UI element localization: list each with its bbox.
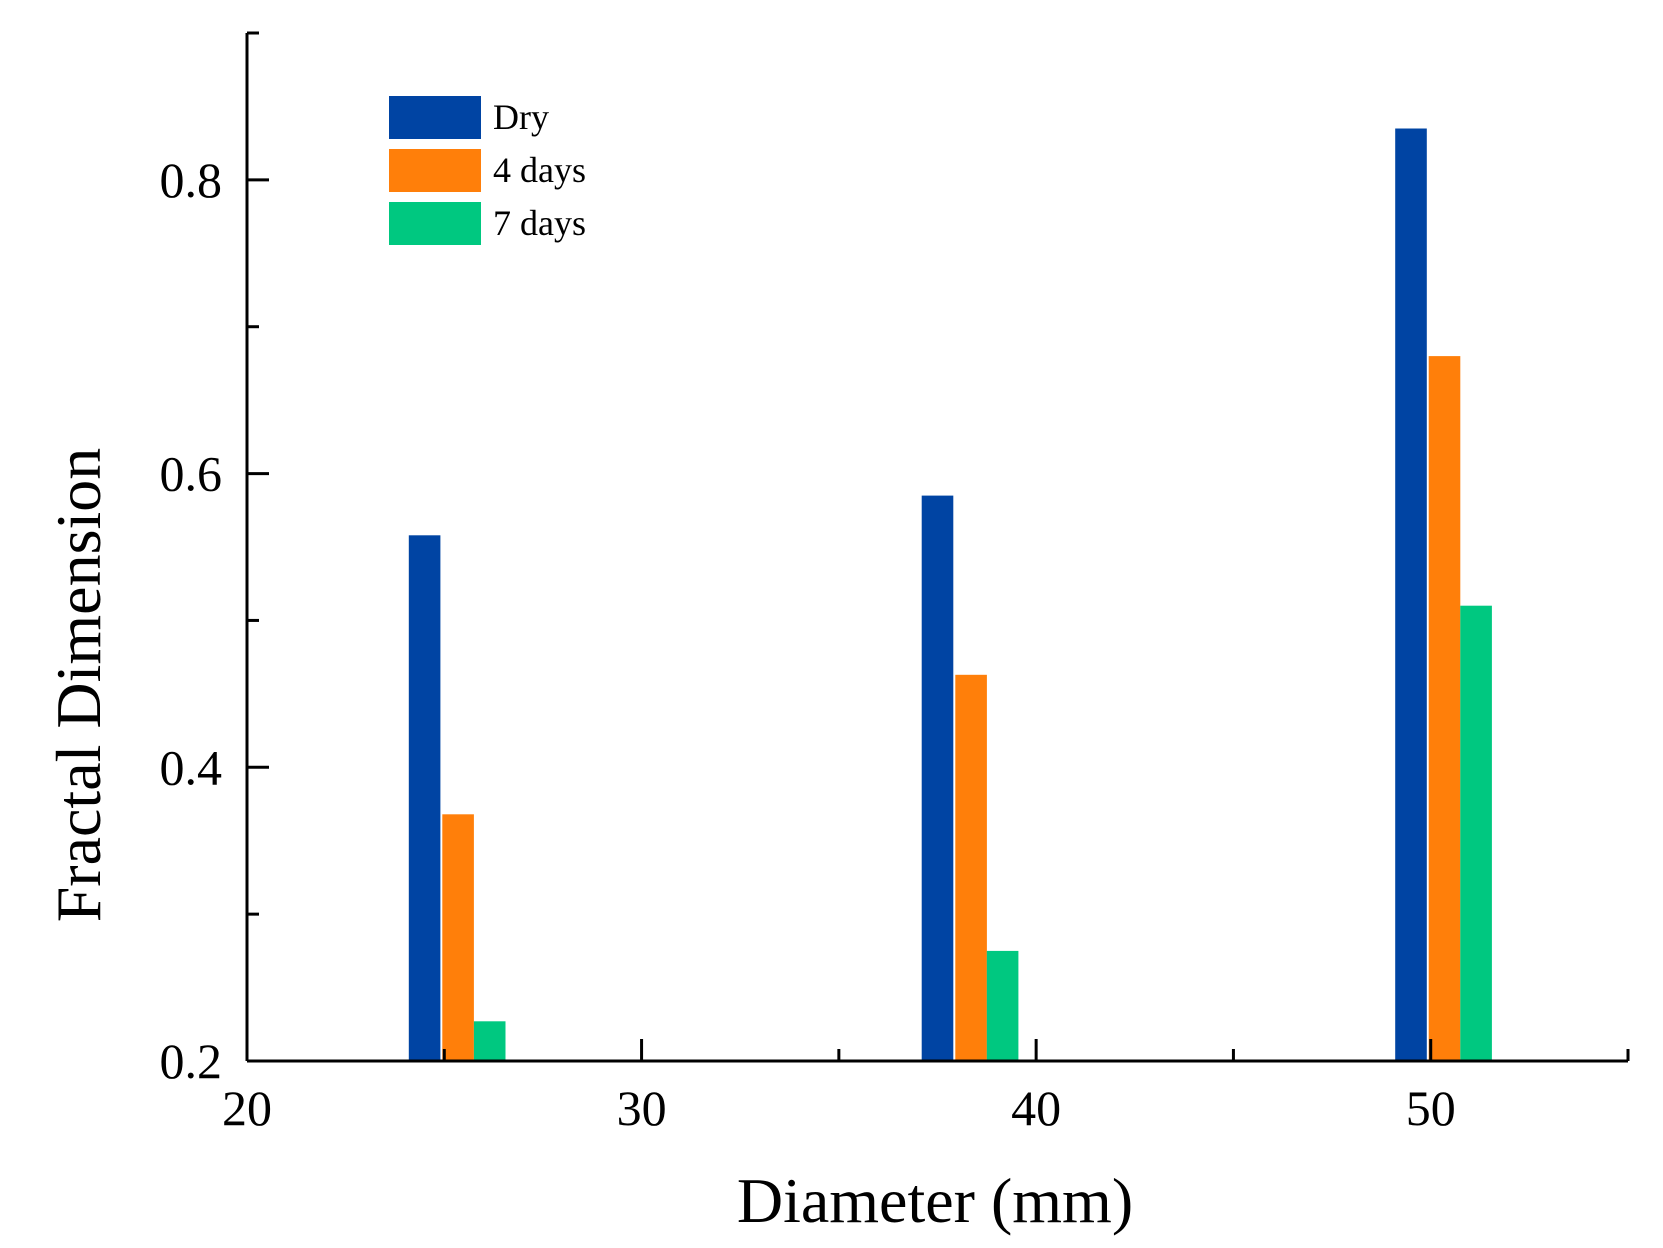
legend: Dry 4 days 7 days xyxy=(389,96,586,245)
bars xyxy=(408,128,1492,1062)
bar-dry-1 xyxy=(408,535,441,1061)
x-tick-label: 40 xyxy=(1011,1080,1061,1136)
bar-4-days-1 xyxy=(442,814,474,1061)
bar-4-days-3 xyxy=(1428,356,1461,1062)
y-tick-label: 0.6 xyxy=(160,446,223,502)
bar-4-days-2 xyxy=(955,674,987,1061)
x-tick-label: 30 xyxy=(617,1080,667,1136)
bar-7-days-2 xyxy=(986,950,1019,1061)
legend-label-7-days: 7 days xyxy=(493,203,586,243)
legend-label-4-days: 4 days xyxy=(493,150,586,190)
x-tick-label: 20 xyxy=(222,1080,272,1136)
bar-7-days-3 xyxy=(1460,605,1492,1061)
y-tick-label: 0.2 xyxy=(160,1033,223,1089)
bar-7-days-1 xyxy=(473,1021,506,1061)
ticks: 20 30 40 50 0.2 0.4 0.6 0.8 xyxy=(160,152,1630,1136)
bar-dry-2 xyxy=(921,495,954,1062)
legend-swatch-dry xyxy=(389,96,481,139)
y-axis-title: Fractal Dimension xyxy=(43,448,114,923)
legend-label-dry: Dry xyxy=(493,97,549,137)
x-axis-title: Diameter (mm) xyxy=(737,1165,1133,1236)
legend-swatch-4-days xyxy=(389,149,481,192)
legend-swatch-7-days xyxy=(389,202,481,245)
bar-dry-3 xyxy=(1395,128,1427,1061)
x-tick-label: 50 xyxy=(1406,1080,1456,1136)
y-tick-label: 0.4 xyxy=(160,739,223,795)
y-tick-label: 0.8 xyxy=(160,152,223,208)
